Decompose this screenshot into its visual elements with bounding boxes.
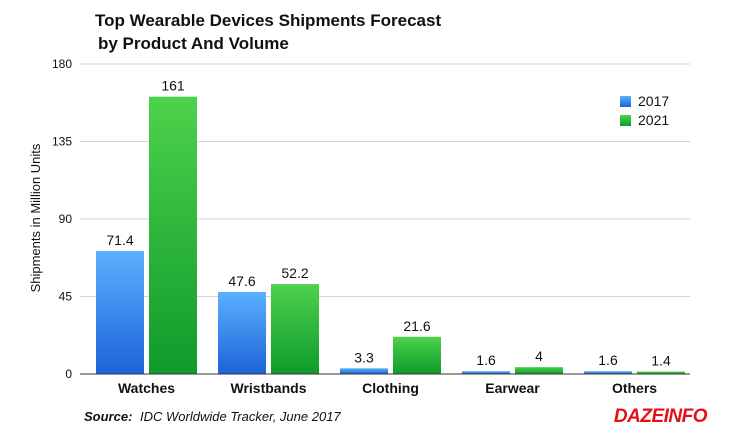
source-text: IDC Worldwide Tracker, June 2017 xyxy=(140,409,341,424)
data-label: 21.6 xyxy=(403,318,430,334)
data-label: 3.3 xyxy=(354,349,374,365)
x-category-label: Others xyxy=(612,380,657,396)
bar-2017-watches xyxy=(96,251,144,374)
x-category-label: Clothing xyxy=(362,380,419,396)
legend-swatch-2021 xyxy=(620,115,631,126)
x-category-label: Wristbands xyxy=(231,380,307,396)
bar-2017-clothing xyxy=(340,368,388,374)
y-tick-label: 0 xyxy=(65,367,72,381)
data-label: 52.2 xyxy=(281,265,308,281)
data-label: 161 xyxy=(161,78,185,94)
legend: 2017 2021 xyxy=(620,93,669,128)
bars xyxy=(96,96,685,374)
y-tick-label: 135 xyxy=(52,135,72,149)
chart-title-line1: Top Wearable Devices Shipments Forecast xyxy=(95,11,441,30)
legend-label-2017: 2017 xyxy=(638,93,669,109)
bar-2021-others xyxy=(637,371,685,374)
bar-2021-watches xyxy=(149,96,197,374)
x-category-label: Watches xyxy=(118,380,175,396)
y-tick-label: 45 xyxy=(59,290,73,304)
y-tick-label: 90 xyxy=(59,212,73,226)
source-label: Source: xyxy=(84,409,132,424)
category-labels: Watches Wristbands Clothing Earwear Others xyxy=(118,380,657,396)
data-label: 1.6 xyxy=(598,352,618,368)
bar-2017-others xyxy=(584,371,632,374)
bar-2021-earwear xyxy=(515,367,563,374)
data-label: 47.6 xyxy=(228,273,255,289)
data-label: 1.4 xyxy=(651,353,671,369)
data-label: 1.6 xyxy=(476,352,496,368)
bar-2021-clothing xyxy=(393,336,441,374)
y-tick-label: 180 xyxy=(52,57,72,71)
data-labels: 71.4 161 47.6 52.2 3.3 21.6 1.6 4 1.6 1.4 xyxy=(106,78,671,369)
legend-label-2021: 2021 xyxy=(638,112,669,128)
x-category-label: Earwear xyxy=(485,380,540,396)
dazeinfo-logo: DAZEINFO xyxy=(614,406,708,427)
bar-2017-earwear xyxy=(462,371,510,374)
legend-swatch-2017 xyxy=(620,96,631,107)
bar-2021-wristbands xyxy=(271,284,319,374)
y-axis-label: Shipments in Million Units xyxy=(28,143,43,292)
data-label: 4 xyxy=(535,348,543,364)
y-axis-ticks: 0 45 90 135 180 xyxy=(52,57,72,381)
data-label: 71.4 xyxy=(106,232,133,248)
bar-2017-wristbands xyxy=(218,292,266,374)
chart-title-line2: by Product And Volume xyxy=(98,34,289,53)
source-note: Source: IDC Worldwide Tracker, June 2017 xyxy=(84,409,341,424)
